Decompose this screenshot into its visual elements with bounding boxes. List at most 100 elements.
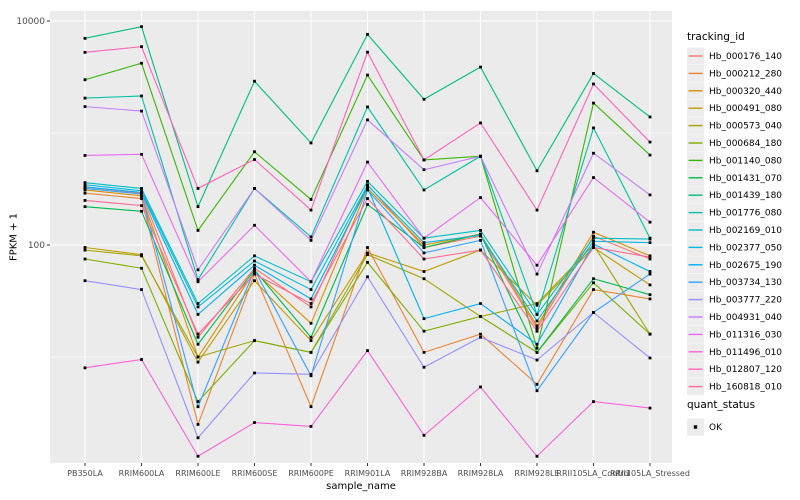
data-point xyxy=(592,230,595,234)
data-point xyxy=(479,385,482,389)
data-point xyxy=(648,193,652,197)
data-point xyxy=(309,350,313,354)
data-point xyxy=(140,204,143,207)
legend-label: Hb_000176_140 xyxy=(709,52,782,62)
data-point xyxy=(648,153,652,157)
legend-label: Hb_002169_010 xyxy=(709,226,782,236)
data-point xyxy=(309,297,313,301)
data-point xyxy=(648,237,652,241)
data-point xyxy=(140,194,143,198)
data-point xyxy=(535,350,539,354)
data-point xyxy=(592,246,595,249)
data-point xyxy=(366,275,369,279)
data-point xyxy=(83,248,87,252)
data-point xyxy=(196,280,200,284)
data-point xyxy=(83,183,87,187)
x-tick-label: RRIM928LE xyxy=(514,469,559,478)
data-point xyxy=(535,342,539,346)
data-point xyxy=(196,360,200,364)
data-point xyxy=(535,358,539,362)
data-point xyxy=(535,329,539,333)
data-point xyxy=(140,266,143,270)
data-point xyxy=(366,349,369,353)
data-point xyxy=(479,233,482,237)
data-point xyxy=(196,332,200,336)
data-point xyxy=(592,72,595,75)
data-point xyxy=(648,241,652,245)
data-point xyxy=(140,61,143,65)
legend-label: Hb_011316_030 xyxy=(709,330,782,340)
data-point xyxy=(648,272,652,276)
data-point xyxy=(422,270,426,273)
data-point xyxy=(196,302,200,305)
data-point xyxy=(140,109,143,113)
legend-label: Hb_160818_010 xyxy=(709,383,782,393)
data-point xyxy=(309,335,313,339)
legend-label: Hb_000212_280 xyxy=(709,69,782,79)
legend-label: Hb_012807_120 xyxy=(709,365,782,375)
data-point xyxy=(83,78,87,82)
data-point xyxy=(366,186,369,190)
data-point xyxy=(309,141,313,145)
legend-label: Hb_011496_010 xyxy=(709,348,782,358)
data-point xyxy=(479,121,482,125)
x-tick-label: RRIM600LA xyxy=(119,469,165,478)
data-point xyxy=(309,208,313,212)
data-point xyxy=(422,236,426,240)
data-point xyxy=(83,191,87,195)
x-axis-title: sample_name xyxy=(326,481,396,492)
data-point xyxy=(140,288,143,291)
data-point xyxy=(83,199,87,202)
data-point xyxy=(366,73,369,77)
data-point xyxy=(140,25,143,29)
data-point xyxy=(196,405,200,409)
data-point xyxy=(648,140,652,144)
legend-label: Hb_000573_040 xyxy=(709,122,782,132)
data-point xyxy=(366,32,369,36)
data-point xyxy=(479,302,482,305)
data-point xyxy=(196,454,200,458)
data-point xyxy=(253,223,256,227)
data-point xyxy=(83,257,87,261)
data-point xyxy=(83,185,87,189)
plot-panel xyxy=(50,11,672,463)
data-point xyxy=(196,313,200,316)
data-point xyxy=(253,187,256,190)
data-point xyxy=(309,425,313,428)
data-point xyxy=(309,372,313,376)
data-point xyxy=(140,192,143,196)
y-axis-title: FPKM + 1 xyxy=(8,212,20,262)
legend-label: Hb_003777_220 xyxy=(709,296,782,306)
x-tick-label: RRIM600PE xyxy=(288,469,334,478)
data-point xyxy=(253,272,256,276)
data-point xyxy=(196,423,200,426)
data-point xyxy=(422,97,426,101)
data-point xyxy=(535,302,539,305)
data-point xyxy=(535,303,539,307)
data-point xyxy=(648,257,652,261)
data-point xyxy=(366,160,369,164)
x-tick-label: RRIM600LE xyxy=(175,469,220,478)
data-point xyxy=(479,238,482,242)
data-point xyxy=(366,203,369,206)
data-point xyxy=(83,279,87,283)
data-point xyxy=(535,263,539,267)
data-point xyxy=(196,400,200,403)
data-point xyxy=(592,236,595,240)
data-point xyxy=(309,302,313,305)
data-point xyxy=(592,288,595,291)
data-point xyxy=(83,154,87,157)
data-point xyxy=(592,277,595,281)
data-point xyxy=(140,189,143,193)
data-point xyxy=(140,152,143,156)
data-point xyxy=(83,187,87,190)
data-point xyxy=(592,151,595,155)
data-point xyxy=(196,229,200,232)
data-point xyxy=(648,356,652,360)
data-point xyxy=(140,94,143,98)
data-point xyxy=(140,190,143,194)
data-point xyxy=(535,454,539,458)
legend-label: Hb_001431_070 xyxy=(709,174,782,184)
legend-label: Hb_000684_180 xyxy=(709,139,782,149)
